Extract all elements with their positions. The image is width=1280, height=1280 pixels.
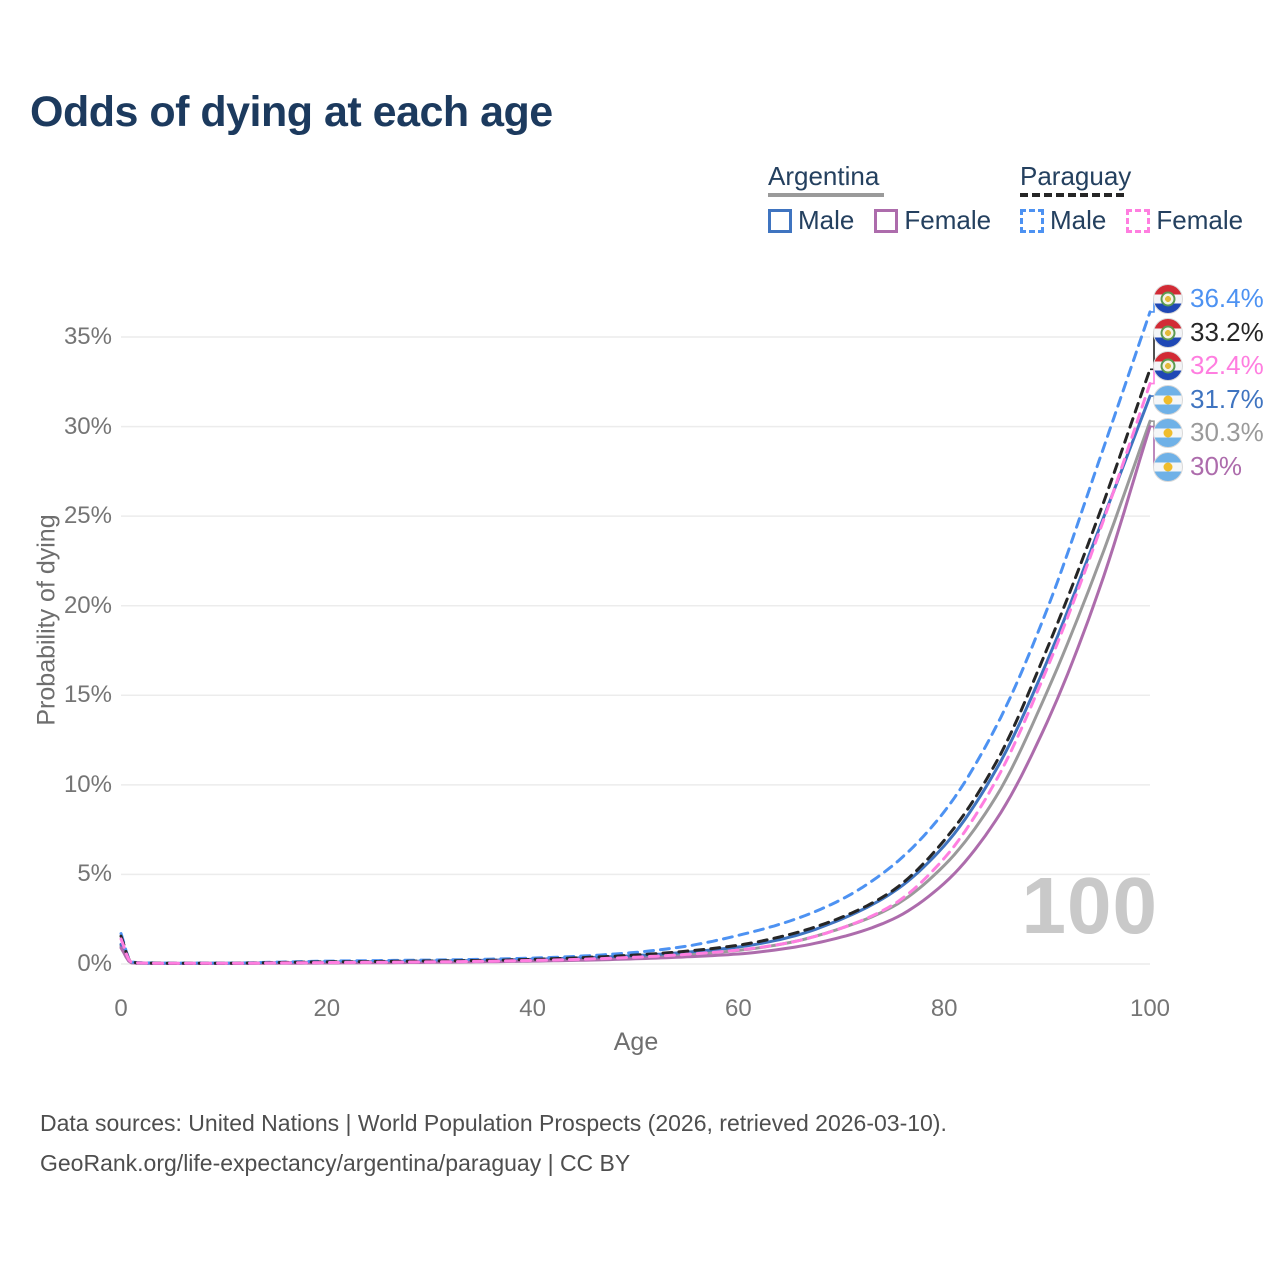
legend-country-paraguay[interactable]: Paraguay bbox=[1020, 162, 1243, 197]
paraguay-flag-emblem bbox=[1160, 325, 1176, 340]
x-axis-title: Age bbox=[613, 1028, 659, 1056]
page-title: Odds of dying at each age bbox=[30, 88, 553, 136]
series-line-argentina-all bbox=[119, 419, 1152, 965]
legend-country-paraguay-label: Paraguay bbox=[1020, 161, 1132, 191]
legend-group-argentina: Argentina Male Female bbox=[768, 162, 991, 236]
x-tick-label: 80 bbox=[930, 995, 958, 1022]
argentina-flag-icon bbox=[1153, 384, 1183, 415]
paraguay-flag-icon bbox=[1153, 284, 1183, 314]
argentina-line-style-swatch bbox=[768, 193, 884, 197]
hover-age-watermark: 100 bbox=[1021, 861, 1158, 950]
paraguay-flag-icon bbox=[1153, 351, 1183, 381]
y-tick-label: 25% bbox=[63, 502, 112, 530]
x-tick-label: 60 bbox=[725, 995, 752, 1022]
series-line-paraguay-male bbox=[119, 310, 1152, 965]
paraguay-flag-emblem bbox=[1160, 358, 1176, 374]
legend-item-argentina-female[interactable]: Female bbox=[874, 205, 991, 236]
legend-label-argentina-female: Female bbox=[904, 205, 992, 235]
argentina-male-swatch bbox=[768, 208, 792, 233]
legend-country-argentina-label: Argentina bbox=[768, 161, 880, 191]
paraguay-flag-emblem bbox=[1160, 291, 1176, 307]
paraguay-flag-icon bbox=[1153, 317, 1183, 348]
legend-item-argentina-male[interactable]: Male bbox=[768, 205, 854, 236]
paraguay-male-swatch bbox=[1020, 208, 1044, 233]
end-value-label-argentina-female: 30% bbox=[1190, 450, 1243, 481]
end-value-label-argentina-male: 31.7% bbox=[1190, 383, 1264, 414]
x-tick-label: 40 bbox=[519, 995, 546, 1022]
legend-label-paraguay-female: Female bbox=[1156, 205, 1244, 235]
end-value-label-paraguay-female: 32.4% bbox=[1190, 350, 1264, 380]
argentina-flag-emblem bbox=[1163, 462, 1173, 471]
x-tick-label: 0 bbox=[114, 995, 128, 1022]
y-tick-label: 30% bbox=[63, 412, 112, 440]
paraguay-female-swatch bbox=[1126, 208, 1151, 233]
series-line-argentina-male bbox=[119, 394, 1152, 965]
legend-item-paraguay-male[interactable]: Male bbox=[1020, 205, 1106, 236]
argentina-flag-emblem bbox=[1163, 395, 1173, 404]
end-value-label-paraguay-all: 33.2% bbox=[1190, 316, 1264, 347]
argentina-female-swatch bbox=[874, 208, 899, 233]
attribution-link[interactable]: GeoRank.org/life-expectancy/argentina/pa… bbox=[40, 1150, 631, 1176]
argentina-flag-icon bbox=[1153, 451, 1183, 482]
argentina-flag-icon bbox=[1153, 418, 1183, 448]
legend-row-argentina: Male Female bbox=[768, 205, 991, 236]
legend-row-paraguay: Male Female bbox=[1020, 205, 1243, 236]
legend-label-argentina-male: Male bbox=[798, 205, 855, 235]
y-tick-label: 20% bbox=[63, 591, 112, 619]
x-tick-label: 20 bbox=[313, 995, 341, 1022]
argentina-flag-emblem bbox=[1163, 428, 1173, 438]
paraguay-line-style-swatch bbox=[1020, 193, 1124, 197]
x-tick-label: 100 bbox=[1129, 995, 1171, 1022]
y-tick-label: 15% bbox=[63, 681, 112, 709]
data-source-line: Data sources: United Nations | World Pop… bbox=[40, 1110, 947, 1136]
y-axis-title: Probability of dying bbox=[32, 514, 61, 726]
y-tick-label: 10% bbox=[63, 770, 112, 798]
series-line-paraguay-female bbox=[119, 382, 1152, 965]
legend-label-paraguay-male: Male bbox=[1050, 205, 1107, 235]
y-tick-label: 35% bbox=[63, 323, 112, 350]
y-tick-label: 5% bbox=[77, 860, 112, 888]
series-line-paraguay-all bbox=[119, 367, 1152, 965]
legend-country-argentina[interactable]: Argentina bbox=[768, 162, 991, 197]
legend-group-paraguay: Paraguay Male Female bbox=[1020, 162, 1243, 236]
legend-item-paraguay-female[interactable]: Female bbox=[1126, 205, 1243, 236]
end-value-label-argentina-all: 30.3% bbox=[1190, 417, 1264, 447]
end-value-label-paraguay-male: 36.4% bbox=[1190, 283, 1264, 313]
y-tick-label: 0% bbox=[77, 950, 112, 977]
